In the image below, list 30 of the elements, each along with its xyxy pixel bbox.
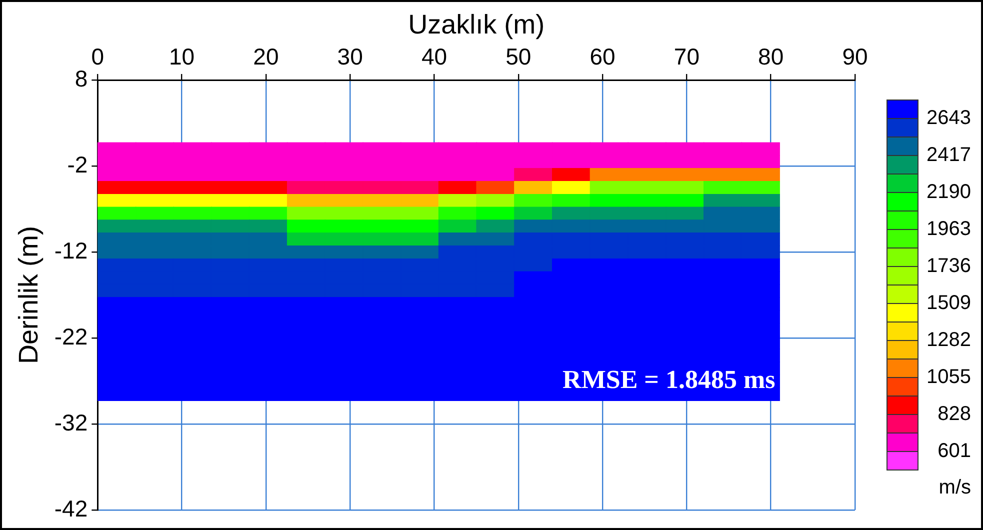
color-bar-label: 1055 [926, 366, 971, 388]
color-bar-label: 601 [938, 440, 971, 462]
color-bar-label: 828 [938, 403, 971, 426]
y-tick-label: -2 [67, 151, 88, 178]
x-tick-label: 90 [842, 44, 868, 70]
x-tick-label: 70 [674, 44, 700, 70]
x-tick-label: 0 [91, 44, 104, 70]
y-tick-label: -22 [54, 323, 88, 350]
x-tick-label: 50 [506, 44, 532, 70]
color-bar-label: 2190 [926, 180, 971, 203]
y-tick-label: 8 [74, 65, 88, 92]
x-tick-label: 40 [421, 44, 448, 70]
color-bar-label: 1736 [926, 255, 971, 278]
color-bar-label: 2417 [926, 144, 971, 166]
color-bar-label: 1509 [926, 292, 971, 314]
x-axis-title: Uzaklık (m) [408, 10, 545, 40]
color-bar-label: 2643 [926, 107, 971, 130]
color-bar-label: 1963 [926, 218, 971, 240]
color-bar-title: m/s [938, 476, 971, 499]
x-tick-label: 30 [337, 44, 363, 70]
color-bar-label: 1282 [926, 329, 971, 352]
y-axis-title: Derinlik (m) [14, 226, 44, 364]
y-tick-label: -32 [54, 409, 88, 436]
x-tick-label: 80 [758, 44, 784, 70]
x-tick-label: 20 [253, 44, 279, 70]
annotation: RMSE = 1.8485 ms [562, 365, 776, 394]
x-tick-label: 60 [590, 44, 616, 70]
x-tick-label: 10 [168, 44, 195, 70]
y-tick-label: -12 [54, 237, 88, 264]
y-tick-label: -42 [54, 495, 88, 522]
